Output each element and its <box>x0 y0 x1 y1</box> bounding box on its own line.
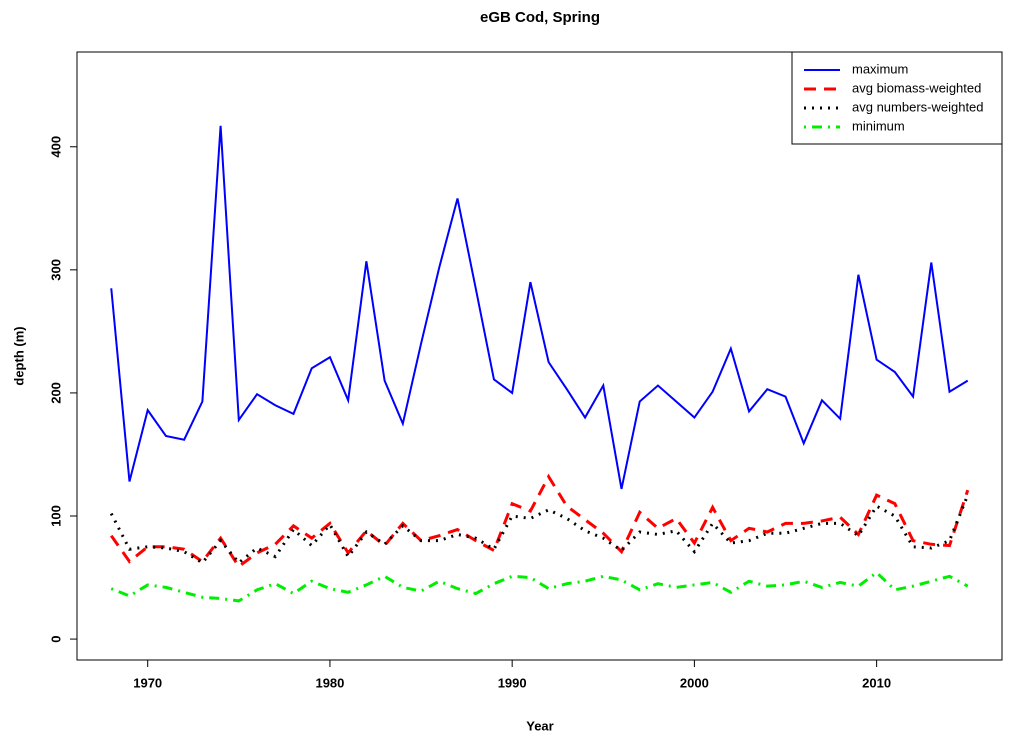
y-tick-label: 0 <box>48 635 63 642</box>
y-tick-label: 400 <box>48 136 63 158</box>
y-tick-label: 200 <box>48 382 63 404</box>
legend-label: avg numbers-weighted <box>852 99 984 114</box>
x-axis-label: Year <box>526 718 553 733</box>
series-line <box>110 125 969 490</box>
series-line <box>109 494 970 565</box>
series-line <box>110 570 969 603</box>
plot-frame <box>76 51 1003 661</box>
y-tick-label: 100 <box>48 505 63 527</box>
x-tick-label: 1970 <box>133 675 162 690</box>
x-tick-label: 2000 <box>680 675 709 690</box>
legend-label: avg biomass-weighted <box>852 80 981 95</box>
legend-label: minimum <box>852 118 905 133</box>
chart-title: eGB Cod, Spring <box>480 9 600 26</box>
x-tick-label: 1990 <box>498 675 527 690</box>
x-tick-label: 2010 <box>862 675 891 690</box>
legend-label: maximum <box>852 61 908 76</box>
y-axis-label: depth (m) <box>11 326 26 385</box>
y-tick-label: 300 <box>48 259 63 281</box>
series-line <box>110 473 970 569</box>
legend-box <box>791 51 1003 145</box>
x-tick-label: 1980 <box>315 675 344 690</box>
